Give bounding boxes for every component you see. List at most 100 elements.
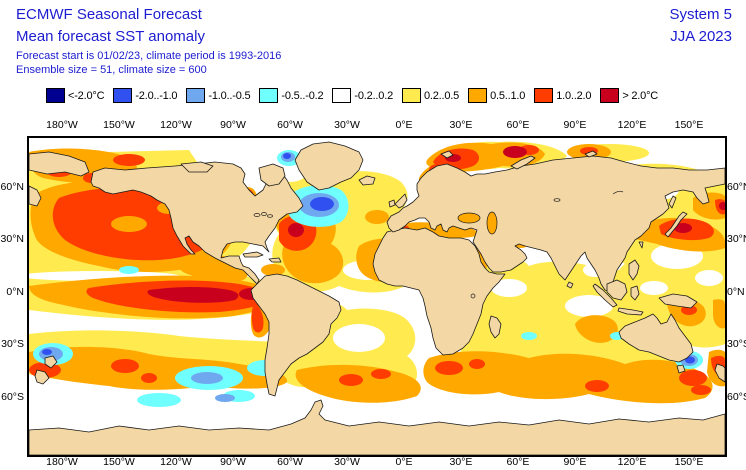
lon-label-top: 150°W — [103, 119, 135, 131]
lon-label-bottom: 150°E — [674, 456, 704, 468]
ensemble-info-line: Ensemble size = 51, climate size = 600 — [16, 64, 207, 76]
lon-label-top: 180°W — [46, 119, 78, 131]
legend-label: 0.5..1.0 — [490, 89, 526, 102]
lon-label-bottom: 120°E — [617, 456, 647, 468]
landmass-ireland — [388, 199, 396, 208]
season-label: JJA 2023 — [670, 28, 732, 45]
legend-swatch — [46, 88, 65, 103]
legend-item: -1.0..-0.5 — [186, 88, 251, 103]
landmass-new-zealand-north — [44, 355, 58, 369]
landmass-australia — [618, 313, 694, 363]
landmass-taiwan — [638, 241, 644, 249]
legend-swatch — [113, 88, 133, 103]
lat-label-right: 60°S — [727, 390, 746, 403]
lon-label-top: 30°E — [449, 119, 473, 131]
landmass-new-zealand-east-edge — [714, 363, 725, 383]
legend-item: 0.2..0.5 — [401, 88, 460, 103]
landmass-greenland — [294, 141, 364, 191]
lon-label-bottom: 150°W — [103, 456, 135, 468]
landmass-south-america — [250, 273, 342, 397]
legend-swatch — [259, 88, 279, 103]
landmass-eurasia — [386, 155, 725, 293]
landmass-borneo — [606, 279, 628, 301]
inland-seas-layer — [253, 190, 624, 299]
landmass-africa — [372, 227, 506, 356]
lakes — [253, 190, 624, 299]
legend-item: <-2.0°C — [46, 88, 105, 103]
landmass-new-zealand-south — [34, 369, 50, 385]
color-legend: <-2.0°C -2.0..-1.0 -1.0..-0.5 -0.5..-0.2 -0.… — [46, 88, 658, 103]
legend-swatch — [600, 88, 620, 103]
land-layer — [29, 141, 725, 455]
lon-label-top: 90°W — [220, 119, 246, 131]
legend-label: > 2.0°C — [622, 89, 659, 102]
lat-label-right: 60°N — [727, 180, 746, 193]
legend-label: 1.0..2.0 — [556, 89, 592, 102]
legend-label: -2.0..-1.0 — [135, 89, 178, 102]
lon-label-top: 30°W — [334, 119, 360, 131]
lon-label-top: 90°E — [563, 119, 587, 131]
lon-label-bottom: 30°W — [334, 456, 360, 468]
landmass-kamchatka-edge — [29, 185, 42, 207]
lon-label-bottom: 30°E — [449, 456, 473, 468]
legend-item: 0.5..1.0 — [468, 88, 525, 103]
landmass-japan — [664, 211, 688, 238]
landmass-tasmania — [676, 364, 686, 374]
legend-item: 1.0..2.0 — [534, 88, 592, 103]
lon-label-top: 0°E — [395, 119, 413, 131]
legend-label: 0.2..0.5 — [423, 89, 460, 102]
landmass-chukotka — [29, 151, 90, 177]
landmass-sakhalin — [668, 195, 677, 209]
lat-label-left: 60°S — [1, 390, 24, 403]
landmass-novaya-zemlya — [510, 155, 536, 170]
legend-label: -0.2..0.2 — [354, 89, 393, 102]
landmass-sumatra — [592, 283, 618, 308]
lat-label-right: 0°N — [727, 285, 745, 298]
lon-label-top: 60°E — [506, 119, 530, 131]
lon-label-top: 60°W — [277, 119, 303, 131]
landmass-philippines — [628, 259, 640, 281]
lat-label-left: 30°N — [0, 233, 24, 245]
system-label: System 5 — [669, 6, 732, 23]
landmass-new-guinea — [658, 293, 698, 309]
landmass-sulawesi — [630, 285, 640, 301]
lat-label-right: 30°S — [727, 338, 746, 350]
legend-swatch — [468, 88, 488, 103]
landmass-madagascar — [488, 315, 502, 339]
lon-label-bottom: 0°E — [395, 456, 413, 468]
lat-label-left: 30°S — [1, 338, 24, 350]
legend-swatch — [186, 88, 206, 103]
landmass-sri-lanka — [566, 281, 574, 289]
landmass-victoria-island — [180, 161, 214, 173]
forecast-info-line: Forecast start is 01/02/23, climate peri… — [16, 50, 282, 62]
page-subtitle: Mean forecast SST anomaly — [16, 28, 205, 45]
page-title: ECMWF Seasonal Forecast — [16, 6, 202, 23]
lat-label-right: 30°N — [727, 233, 746, 245]
black-sea — [457, 212, 481, 224]
legend-swatch — [401, 88, 421, 103]
landmass-iceland — [358, 175, 376, 186]
legend-swatch — [534, 88, 554, 103]
lat-label-left: 0°N — [6, 285, 24, 298]
lon-label-top: 120°W — [160, 119, 192, 131]
landmass-severnaya-zemlya — [584, 150, 598, 158]
legend-item: -2.0..-1.0 — [113, 88, 178, 103]
legend-item: -0.5..-0.2 — [259, 88, 324, 103]
legend-label: -0.5..-0.2 — [281, 89, 324, 102]
landmass-antarctica — [29, 399, 725, 455]
lon-label-top: 120°E — [617, 119, 647, 131]
landmass-uk — [394, 193, 408, 209]
lon-label-top: 150°E — [674, 119, 704, 131]
legend-label: <-2.0°C — [68, 89, 105, 102]
landmass-hispaniola — [268, 257, 282, 263]
sst-anomaly-map-svg — [29, 138, 725, 455]
lon-label-bottom: 90°E — [563, 456, 587, 468]
lon-label-bottom: 90°W — [220, 456, 246, 468]
lat-label-left: 60°N — [0, 180, 24, 193]
world-map — [27, 136, 727, 457]
lon-label-bottom: 180°W — [46, 456, 78, 468]
lon-label-bottom: 60°E — [506, 456, 530, 468]
landmass-cuba — [242, 251, 264, 258]
landmass-north-america — [90, 161, 304, 285]
